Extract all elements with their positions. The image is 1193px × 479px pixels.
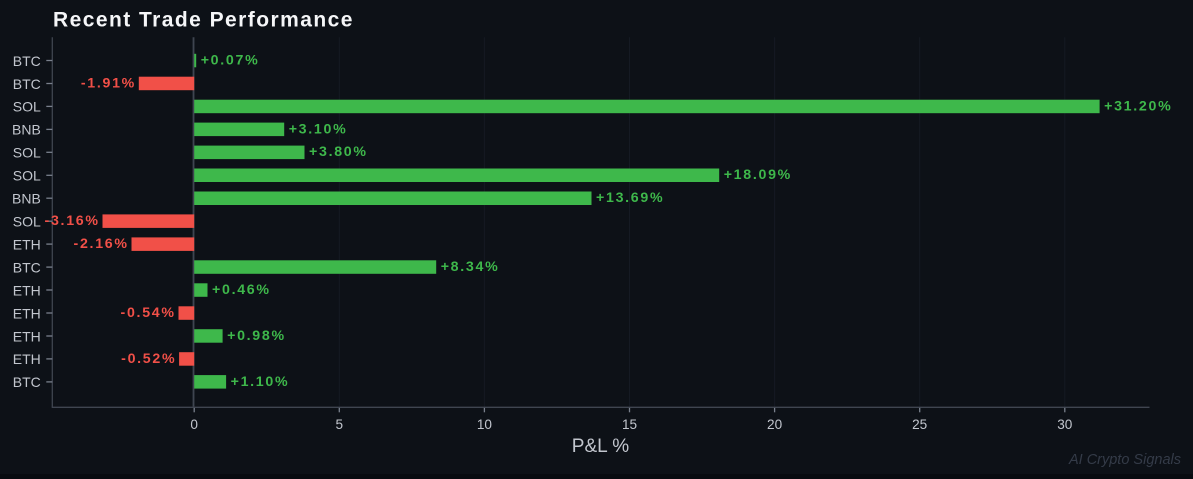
svg-text:25: 25 (912, 417, 927, 432)
svg-text:-0.54%: -0.54% (121, 305, 176, 321)
svg-text:AI Crypto Signals: AI Crypto Signals (1068, 452, 1181, 468)
svg-text:+0.46%: +0.46% (212, 282, 271, 298)
svg-text:+3.80%: +3.80% (309, 144, 368, 160)
svg-text:SOL: SOL (13, 145, 41, 161)
svg-text:BTC: BTC (13, 259, 41, 275)
svg-text:+18.09%: +18.09% (724, 167, 792, 183)
svg-text:30: 30 (1057, 417, 1073, 432)
svg-text:+31.20%: +31.20% (1104, 98, 1172, 114)
svg-text:SOL: SOL (13, 168, 41, 184)
svg-text:ETH: ETH (13, 282, 41, 298)
svg-text:10: 10 (477, 417, 493, 432)
svg-text:BTC: BTC (13, 53, 41, 69)
svg-text:Recent Trade Performance: Recent Trade Performance (53, 8, 354, 31)
svg-text:+3.10%: +3.10% (289, 121, 348, 137)
svg-text:5: 5 (336, 417, 344, 432)
svg-text:-0.52%: -0.52% (121, 351, 176, 367)
svg-text:+0.07%: +0.07% (201, 52, 260, 68)
svg-text:ETH: ETH (13, 328, 41, 344)
svg-text:+0.98%: +0.98% (227, 328, 286, 344)
svg-text:BTC: BTC (13, 374, 41, 390)
svg-text:SOL: SOL (13, 214, 41, 230)
svg-text:-2.16%: -2.16% (74, 236, 129, 252)
svg-text:P&L %: P&L % (572, 436, 629, 457)
svg-text:SOL: SOL (13, 99, 41, 115)
svg-text:BNB: BNB (12, 191, 41, 207)
svg-text:-3.16%: -3.16% (45, 213, 100, 229)
svg-text:15: 15 (622, 417, 637, 432)
svg-text:BTC: BTC (13, 76, 41, 92)
svg-text:ETH: ETH (13, 305, 41, 321)
svg-text:ETH: ETH (13, 351, 41, 367)
svg-text:-1.91%: -1.91% (81, 75, 136, 91)
svg-text:20: 20 (767, 417, 783, 432)
svg-text:+8.34%: +8.34% (441, 259, 500, 275)
svg-text:0: 0 (190, 417, 198, 432)
svg-text:ETH: ETH (13, 236, 41, 252)
svg-text:BNB: BNB (12, 122, 41, 138)
svg-text:+13.69%: +13.69% (596, 190, 664, 206)
svg-text:+1.10%: +1.10% (231, 374, 290, 390)
